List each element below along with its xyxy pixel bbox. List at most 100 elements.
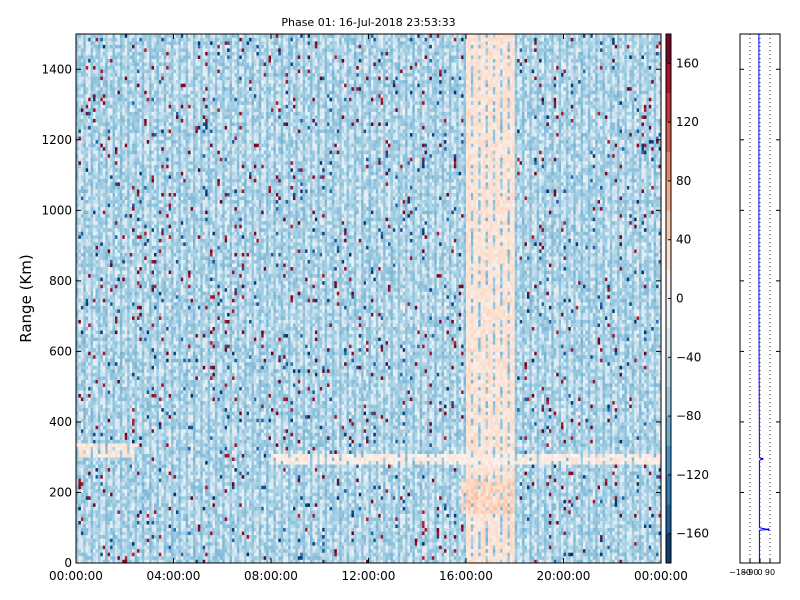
heatmap-cell [88,535,91,539]
heatmap-cell [91,76,94,80]
heatmap-cell [98,418,101,422]
heatmap-cell [113,330,116,334]
heatmap-cell [110,528,113,532]
heatmap-cell [113,119,116,123]
heatmap-cell [100,277,103,281]
heatmap-cell [122,189,125,193]
heatmap-cell [117,500,120,504]
heatmap-cell [103,299,106,303]
heatmap-cell [78,464,81,468]
heatmap-cell [83,348,86,352]
heatmap-cell [83,80,86,84]
heatmap-cell [78,210,81,214]
heatmap-cell [91,387,94,391]
heatmap-cell [86,164,89,168]
heatmap-cell [88,291,91,295]
heatmap-cell [105,376,108,380]
heatmap-cell [96,242,99,246]
heatmap-cell [98,468,101,472]
heatmap-cell [110,496,113,500]
heatmap-cell [78,274,81,278]
heatmap-cell [96,256,99,260]
heatmap-cell [98,528,101,532]
heatmap-cell [98,150,101,154]
heatmap-cell [110,524,113,528]
heatmap-cell [91,521,94,525]
heatmap-cell [125,270,128,274]
heatmap-cell [81,228,84,232]
heatmap-cell [108,76,111,80]
heatmap-cell [86,316,89,320]
heatmap-cell [100,538,103,542]
heatmap-cell [115,112,118,116]
heatmap-cell [96,126,99,130]
heatmap-cell [113,355,116,359]
heatmap-cell [100,143,103,147]
heatmap-cell [113,549,116,553]
heatmap-cell [125,253,128,257]
heatmap-cell [91,55,94,59]
heatmap-cell [105,105,108,109]
heatmap-cell [96,496,99,500]
heatmap-cell [96,193,99,197]
heatmap-cell [115,383,118,387]
heatmap-cell [110,172,113,176]
heatmap-cell [86,468,89,472]
heatmap-cell [81,48,84,52]
heatmap-cell [98,126,101,130]
heatmap-cell [117,549,120,553]
heatmap-cell [83,295,86,299]
heatmap-cell [113,538,116,542]
heatmap-cell [115,242,118,246]
heatmap-cell [100,366,103,370]
heatmap-cell [122,263,125,267]
heatmap-cell [113,450,116,454]
heatmap-cell [113,267,116,271]
heatmap-cell [83,207,86,211]
heatmap-cell [93,323,96,327]
heatmap-cell [125,299,128,303]
heatmap-cell [86,348,89,352]
heatmap-cell [98,330,101,334]
heatmap-cell [91,507,94,511]
heatmap-cell [108,224,111,228]
heatmap-cell [113,203,116,207]
heatmap-cell [108,309,111,313]
heatmap-cell [93,306,96,310]
heatmap-cell [98,45,101,49]
heatmap-cell [83,126,86,130]
heatmap-cell [103,157,106,161]
heatmap-cell [117,253,120,257]
heatmap-cell [96,492,99,496]
heatmap-cell [81,274,84,278]
heatmap-cell [96,454,99,458]
heatmap-cell [108,59,111,63]
heatmap-cell [91,274,94,278]
heatmap-cell [83,41,86,45]
heatmap-cell [120,66,123,70]
heatmap-cell [115,224,118,228]
heatmap-cell [86,443,89,447]
heatmap-cell [83,214,86,218]
heatmap-cell [83,119,86,123]
heatmap-cell [91,450,94,454]
heatmap-cell [93,538,96,542]
heatmap-cell [122,284,125,288]
heatmap-cell [103,207,106,211]
heatmap-cell [115,538,118,542]
heatmap-cell [115,157,118,161]
heatmap-cell [115,126,118,130]
heatmap-cell [96,549,99,553]
heatmap-cell [117,182,120,186]
heatmap-cell [105,281,108,285]
heatmap-cell [91,45,94,49]
heatmap-cell [110,228,113,232]
heatmap-cell [120,256,123,260]
heatmap-cell [88,196,91,200]
heatmap-cell [81,327,84,331]
heatmap-cell [105,524,108,528]
heatmap-cell [78,404,81,408]
heatmap-cell [122,105,125,109]
heatmap-cell [110,270,113,274]
heatmap-cell [86,330,89,334]
